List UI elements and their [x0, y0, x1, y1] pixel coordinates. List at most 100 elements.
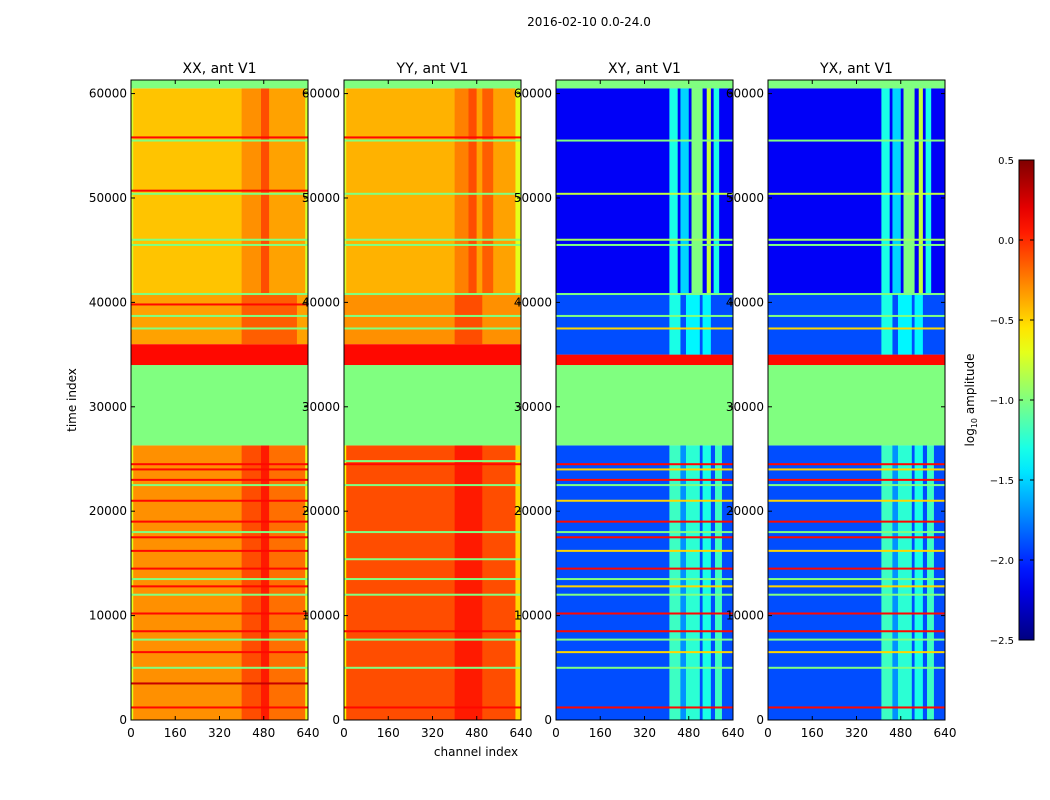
heatmap-region [344, 344, 521, 366]
heatmap-column-feature [305, 445, 308, 720]
heatmap-flag-line [131, 706, 308, 709]
heatmap-flag-line [344, 238, 521, 241]
heatmap-flag-line [131, 189, 308, 192]
y-tick-label: 30000 [726, 400, 764, 414]
panel-title: YY, ant V1 [396, 61, 469, 77]
heatmap-flag-line [556, 499, 733, 502]
heatmap-column-feature [241, 445, 261, 720]
heatmap-column-feature [454, 88, 469, 293]
heatmap-region [768, 88, 945, 293]
heatmap-flag-line [131, 567, 308, 570]
y-tick-label: 0 [756, 713, 764, 727]
heatmap-flag-line [344, 484, 521, 487]
x-tick-label: 160 [589, 726, 612, 740]
heatmap-flag-line [131, 578, 308, 581]
heatmap-flag-line [768, 536, 945, 539]
heatmap-flag-line [344, 531, 521, 534]
heatmap-flag-line [768, 666, 945, 669]
y-tick-label: 20000 [726, 504, 764, 518]
heatmap-flag-line [344, 460, 521, 463]
heatmap-flag-line [556, 549, 733, 552]
heatmap-flag-line [131, 585, 308, 588]
x-tick-label: 0 [552, 726, 560, 740]
y-tick-label: 50000 [302, 191, 340, 205]
heatmap-flag-line [131, 651, 308, 654]
heatmap-flag-line [556, 666, 733, 669]
heatmap-flag-line [768, 585, 945, 588]
heatmap-flag-line [131, 484, 308, 487]
heatmap-column-feature [344, 445, 347, 720]
heatmap-flag-line [556, 139, 733, 142]
heatmap-column-feature [468, 88, 477, 293]
heatmap-flag-line [768, 314, 945, 317]
heatmap-flag-line [344, 630, 521, 633]
heatmap-flag-line [768, 531, 945, 534]
heatmap-flag-line [131, 314, 308, 317]
colorbar-tick-label: −1.0 [990, 396, 1014, 407]
panel-title: XY, ant V1 [608, 61, 681, 77]
y-tick-label: 50000 [514, 191, 552, 205]
heatmap-flag-line [556, 484, 733, 487]
y-tick-label: 60000 [89, 87, 127, 101]
heatmap-flag-line [768, 463, 945, 466]
heatmap-flag-line [131, 593, 308, 596]
heatmap-flag-line [344, 327, 521, 330]
heatmap-flag-line [344, 463, 521, 466]
heatmap-flag-line [131, 139, 308, 142]
colorbar-label: log10 amplitude [963, 354, 979, 447]
heatmap-column-feature [914, 292, 923, 355]
y-tick-label: 10000 [726, 609, 764, 623]
heatmap-flag-line [768, 567, 945, 570]
x-axis-label: channel index [434, 745, 518, 759]
heatmap-column-feature [702, 292, 711, 355]
y-tick-label: 30000 [89, 400, 127, 414]
heatmap-flag-line [556, 463, 733, 466]
heatmap-flag-line [556, 706, 733, 709]
heatmap-flag-line [344, 593, 521, 596]
x-tick-label: 640 [510, 726, 533, 740]
x-tick-label: 320 [845, 726, 868, 740]
heatmap-flag-line [768, 638, 945, 641]
heatmap-flag-line [556, 468, 733, 471]
heatmap-flag-line [344, 706, 521, 709]
heatmap-column-feature [344, 88, 347, 293]
y-tick-label: 10000 [514, 609, 552, 623]
heatmap-column-feature [680, 445, 686, 720]
y-axis-label: time index [65, 368, 79, 432]
x-tick-label: 480 [465, 726, 488, 740]
heatmap-flag-line [768, 484, 945, 487]
x-tick-label: 160 [164, 726, 187, 740]
heatmap-flag-line [131, 666, 308, 669]
heatmap-column-feature [881, 292, 893, 355]
heatmap-column-feature [454, 445, 483, 720]
heatmap-column-feature [669, 292, 681, 355]
heatmap-flag-line [556, 578, 733, 581]
heatmap-column-feature [685, 292, 700, 355]
y-tick-label: 50000 [89, 191, 127, 205]
x-tick-label: 160 [801, 726, 824, 740]
y-tick-label: 30000 [514, 400, 552, 414]
y-tick-label: 10000 [89, 609, 127, 623]
heatmap-region [131, 344, 308, 366]
heatmap-panel-4: YX, ant V1 0 160 320 480 640 0 10000 20000 30000 4… [726, 61, 957, 740]
heatmap-flag-line [768, 630, 945, 633]
heatmap-column-feature [680, 88, 689, 293]
heatmap-column-feature [669, 88, 678, 293]
heatmap-flag-line [768, 520, 945, 523]
x-tick-label: 640 [297, 726, 320, 740]
heatmap-flag-line [131, 630, 308, 633]
heatmap-flag-line [768, 192, 945, 195]
heatmap-flag-line [768, 549, 945, 552]
x-tick-label: 640 [934, 726, 957, 740]
heatmap-flag-line [131, 682, 308, 685]
colorbar-tick-label: −0.5 [990, 316, 1014, 327]
heatmap-flag-line [556, 478, 733, 481]
x-tick-label: 480 [677, 726, 700, 740]
heatmap-column-feature [702, 445, 711, 720]
heatmap-flag-line [344, 192, 521, 195]
heatmap-flag-line [768, 593, 945, 596]
heatmap-column-feature [706, 88, 711, 293]
heatmap-flag-line [131, 192, 308, 195]
heatmap-column-feature [691, 88, 703, 293]
heatmap-flag-line [556, 630, 733, 633]
